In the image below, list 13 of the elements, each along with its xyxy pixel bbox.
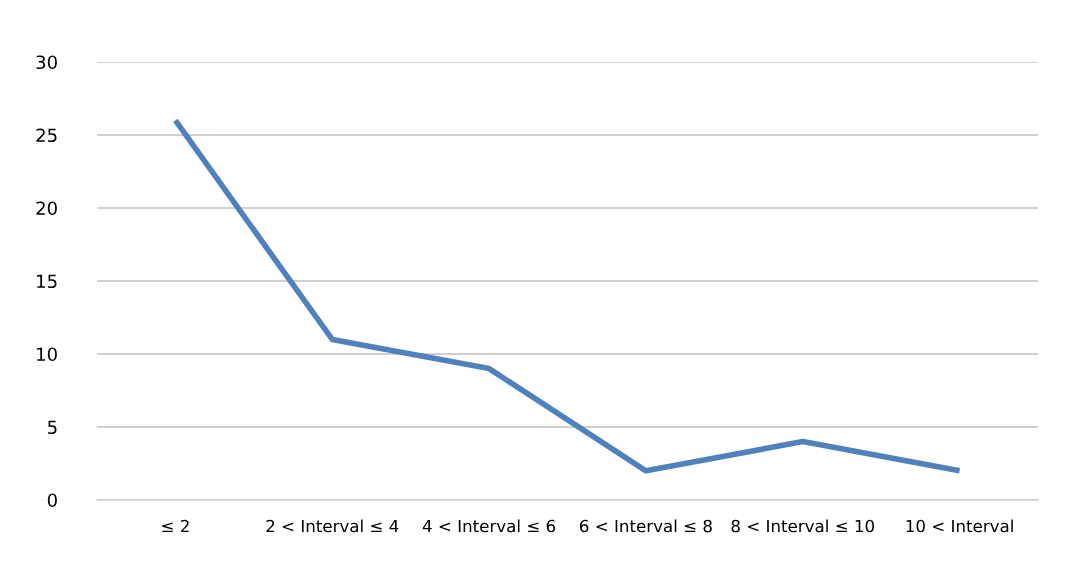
y-tick-label: 25 xyxy=(36,128,57,143)
y-tick-label: 20 xyxy=(36,201,57,216)
y-tick-label: 0 xyxy=(47,493,57,508)
y-tick-label: 30 xyxy=(36,55,57,70)
x-tick-label: ≤ 2 xyxy=(162,519,189,533)
x-tick-label: 10 < Interval xyxy=(906,519,1013,533)
x-tick-label: 8 < Interval ≤ 10 xyxy=(731,519,875,533)
x-tick-label: 2 < Interval ≤ 4 xyxy=(266,519,399,533)
x-tick-label: 6 < Interval ≤ 8 xyxy=(580,519,712,533)
x-tick-label: 4 < Interval ≤ 6 xyxy=(422,519,556,533)
y-tick-label: 10 xyxy=(37,347,57,362)
y-tick-label: 5 xyxy=(48,420,57,435)
y-tick-label: 15 xyxy=(37,274,57,289)
